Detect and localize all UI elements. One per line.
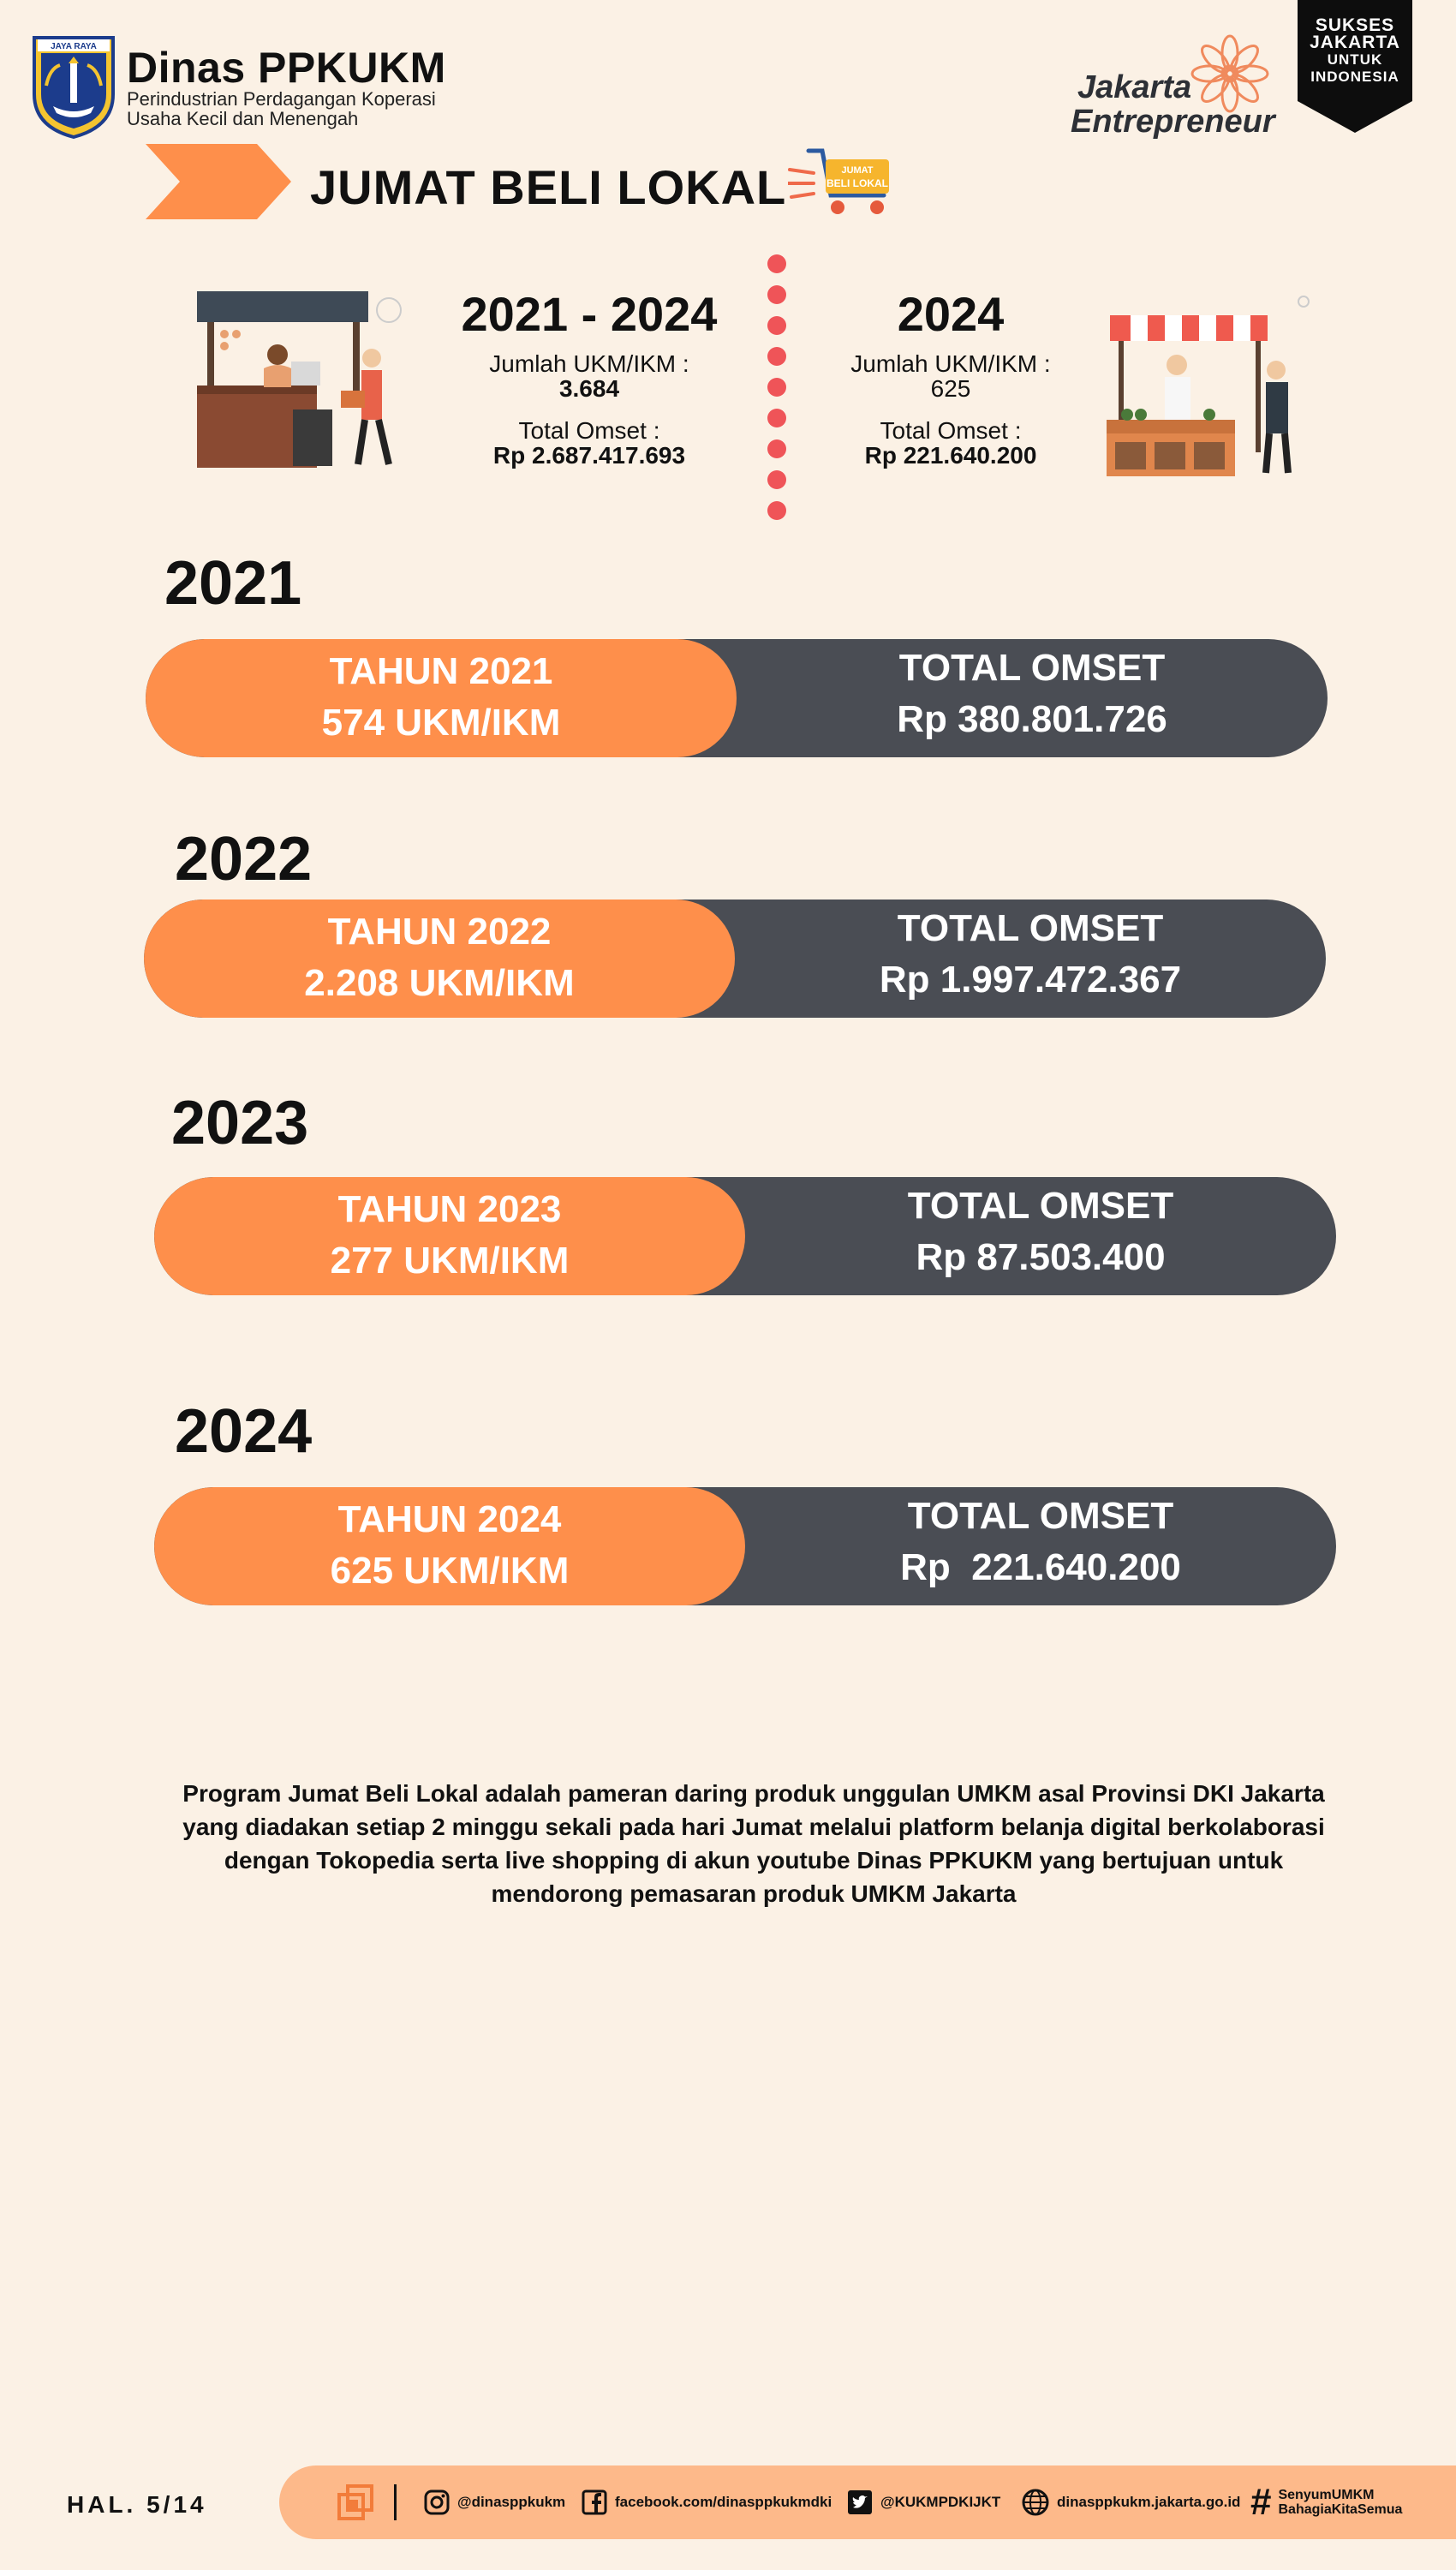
footer-instagram[interactable]: @dinasppkukm (423, 2465, 565, 2539)
flower-icon (1190, 34, 1269, 113)
facebook-link: facebook.com/dinasppkukmdki (615, 2494, 832, 2510)
summary-right-omset-value: Rp 221.640.200 (864, 442, 1037, 469)
website-link: dinasppkukm.jakarta.go.id (1057, 2494, 1241, 2510)
svg-text:JAYA RAYA: JAYA RAYA (51, 42, 97, 51)
year-bar-2021-right: TOTAL OMSET Rp 380.801.726 (737, 642, 1328, 745)
year-bar-2023-left: TAHUN 2023 277 UKM/IKM (154, 1184, 745, 1287)
footer-website[interactable]: dinasppkukm.jakarta.go.id (1021, 2465, 1240, 2539)
org-subtitle: Perindustrian Perdagangan Koperasi Usaha… (127, 89, 436, 128)
dotted-divider (767, 254, 786, 520)
sukses-line-3: UNTUK (1327, 51, 1383, 68)
year-bar-2024-left: TAHUN 2024 625 UKM/IKM (154, 1494, 745, 1597)
org-subtitle-line-1: Perindustrian Perdagangan Koperasi (127, 88, 436, 110)
market-stall-illustration-right (1107, 296, 1310, 476)
year-2022-omset-label: TOTAL OMSET (897, 907, 1164, 949)
hashtag-line-2: BahagiaKitaSemua (1278, 2502, 1403, 2517)
shopping-cart-icon: JUMAT BELI LOKAL (788, 148, 889, 214)
footer-twitter[interactable]: @KUKMPDKIJKT (846, 2465, 1000, 2539)
market-stall-illustration-left (197, 291, 402, 468)
year-bar-2024-right: TOTAL OMSET Rp 221.640.200 (745, 1491, 1336, 1593)
year-2023-omset-value: Rp 87.503.400 (916, 1236, 1166, 1278)
twitter-icon (848, 2490, 872, 2514)
year-2021-omset-value: Rp 380.801.726 (897, 698, 1167, 740)
year-bar-2022-left: TAHUN 2022 2.208 UKM/IKM (144, 906, 735, 1009)
year-bar-2022: TAHUN 2022 2.208 UKM/IKM TOTAL OMSET Rp … (144, 900, 1326, 1018)
svg-text:BELI LOKAL: BELI LOKAL (826, 177, 888, 189)
summary-right-period: 2024 (897, 287, 1005, 341)
summary-right-count-value: 625 (930, 375, 971, 402)
year-bar-2023-right: TOTAL OMSET Rp 87.503.400 (745, 1180, 1336, 1283)
sukses-line-1: SUKSES (1315, 15, 1395, 35)
footer-facebook[interactable]: facebook.com/dinasppkukmdki (581, 2465, 832, 2539)
instagram-handle: @dinasppkukm (457, 2494, 566, 2510)
sukses-jakarta-badge: SUKSES JAKARTA UNTUK INDONESIA (1298, 0, 1412, 133)
chevron-arrow-icon (146, 144, 291, 219)
footer-hashtag[interactable]: # SenyumUMKM BahagiaKitaSemua (1250, 2465, 1402, 2539)
summary-left-count-label: Jumlah UKM/IKM : (489, 350, 689, 377)
sukses-line-2: JAKARTA (1310, 33, 1400, 52)
summary-left-count-value: 3.684 (558, 375, 620, 402)
hashtag-line-1: SenyumUMKM (1278, 2488, 1375, 2502)
sukses-line-4: INDONESIA (1310, 69, 1399, 85)
year-bar-2021-left: TAHUN 2021 574 UKM/IKM (146, 646, 737, 749)
globe-icon (1022, 2489, 1049, 2516)
year-heading-2022: 2022 (175, 825, 313, 894)
year-2022-label: TAHUN 2022 (327, 911, 552, 953)
org-title: Dinas PPKUKM (127, 44, 446, 92)
year-heading-2023: 2023 (171, 1089, 309, 1157)
year-2022-omset-value: Rp 1.997.472.367 (879, 959, 1182, 1001)
twitter-handle: @KUKMPDKIJKT (880, 2494, 1001, 2510)
org-subtitle-line-2: Usaha Kecil dan Menengah (127, 108, 359, 129)
page-title: JUMAT BELI LOKAL (310, 160, 787, 214)
year-heading-2024: 2024 (175, 1397, 313, 1466)
summary-left-omset-label: Total Omset : (518, 417, 660, 444)
summary-left-period: 2021 - 2024 (461, 287, 718, 341)
year-2023-count: 277 UKM/IKM (330, 1240, 570, 1282)
summary-right-omset-label: Total Omset : (880, 417, 1022, 444)
je-line-2: Entrepreneur (1071, 104, 1275, 140)
page-number: HAL. 5/14 (67, 2491, 207, 2518)
year-2021-label: TAHUN 2021 (329, 650, 553, 692)
year-bar-2021: TAHUN 2021 574 UKM/IKM TOTAL OMSET Rp 38… (146, 639, 1328, 757)
year-bar-2023: TAHUN 2023 277 UKM/IKM TOTAL OMSET Rp 87… (154, 1177, 1336, 1295)
jakarta-entrepreneur-logo: Jakarta Entrepreneur (1071, 34, 1285, 146)
year-2024-label: TAHUN 2024 (337, 1498, 562, 1540)
program-description: Program Jumat Beli Lokal adalah pameran … (182, 1780, 1325, 1907)
svg-text:JUMAT: JUMAT (841, 165, 873, 176)
year-2024-count: 625 UKM/IKM (330, 1550, 570, 1592)
brand-mark-icon (337, 2484, 373, 2520)
year-heading-2021: 2021 (164, 549, 302, 618)
summary-right: 2024 Jumlah UKM/IKM : 625 Total Omset : … (805, 286, 1096, 469)
footer-divider (394, 2484, 397, 2520)
year-bar-2022-right: TOTAL OMSET Rp 1.997.472.367 (735, 903, 1326, 1006)
year-2021-omset-label: TOTAL OMSET (898, 647, 1166, 689)
year-2021-count: 574 UKM/IKM (321, 702, 561, 744)
summary-right-count-label: Jumlah UKM/IKM : (850, 350, 1051, 377)
year-2024-omset-label: TOTAL OMSET (907, 1495, 1174, 1537)
jakarta-entrepreneur-text: Jakarta Entrepreneur (1071, 70, 1275, 139)
year-2024-omset-value: Rp 221.640.200 (900, 1546, 1181, 1588)
summary-left: 2021 - 2024 Jumlah UKM/IKM : 3.684 Total… (437, 286, 742, 469)
year-2023-omset-label: TOTAL OMSET (907, 1185, 1174, 1227)
year-bar-2024: TAHUN 2024 625 UKM/IKM TOTAL OMSET Rp 22… (154, 1487, 1336, 1605)
facebook-icon (582, 2489, 607, 2515)
jakarta-crest-logo: JAYA RAYA (31, 34, 116, 140)
instagram-icon (424, 2489, 450, 2515)
je-line-1: Jakarta (1077, 69, 1192, 105)
year-2022-count: 2.208 UKM/IKM (304, 962, 575, 1004)
hashtag-icon: # (1250, 2481, 1272, 2523)
footer-bar: @dinasppkukm facebook.com/dinasppkukmdki… (279, 2465, 1456, 2539)
year-2023-label: TAHUN 2023 (337, 1188, 562, 1230)
summary-left-omset-value: Rp 2.687.417.693 (492, 442, 686, 469)
